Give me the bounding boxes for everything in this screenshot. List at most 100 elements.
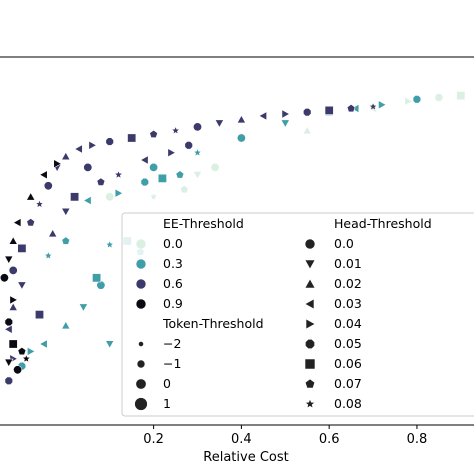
data-point — [12, 217, 22, 228]
legend-label-head: 0.03 — [334, 296, 362, 311]
data-point — [43, 181, 53, 191]
x-tick-label: 0.8 — [407, 432, 428, 447]
data-point — [4, 358, 14, 368]
data-point — [53, 158, 62, 169]
data-point — [149, 162, 159, 172]
x-tick-label: 0.4 — [231, 432, 252, 447]
data-point — [184, 141, 193, 150]
data-point — [4, 376, 13, 385]
data-point — [25, 191, 36, 201]
legend-marker-head — [304, 398, 316, 409]
legend-marker-ee — [135, 238, 147, 250]
legend-title-ee-threshold: EE-Threshold — [163, 216, 244, 231]
data-point — [113, 169, 124, 179]
legend-marker-head — [305, 318, 316, 330]
legend-title-head-threshold: Head-Threshold — [334, 216, 432, 231]
legend-marker-ee — [135, 278, 147, 290]
legend-label-head: 0.06 — [334, 356, 362, 371]
data-point — [456, 91, 466, 101]
data-point — [61, 320, 71, 330]
data-point — [27, 346, 36, 357]
data-point — [88, 140, 98, 151]
data-point — [167, 147, 177, 158]
data-point — [214, 119, 225, 129]
x-tick-label: 0.2 — [143, 432, 164, 447]
data-point — [61, 151, 71, 161]
legend-marker-ee — [135, 258, 147, 270]
data-point — [324, 105, 334, 115]
data-point — [74, 144, 83, 154]
legend-label-head: 0.05 — [334, 336, 362, 351]
data-point — [127, 133, 137, 143]
data-point — [114, 188, 124, 198]
data-point — [193, 122, 203, 132]
data-point — [92, 273, 102, 283]
data-point — [140, 177, 149, 187]
legend-marker-token — [138, 341, 144, 347]
data-point — [210, 162, 220, 172]
data-point — [236, 133, 246, 143]
data-point — [43, 250, 54, 260]
legend-label-token: 1 — [163, 396, 171, 411]
legend-marker-ee — [135, 298, 147, 310]
data-point — [4, 317, 13, 327]
x-axis-ticks: 0.2 0.4 0.6 0.8 — [143, 425, 427, 447]
data-point — [8, 265, 18, 275]
legend-marker-head — [304, 278, 316, 289]
data-point — [0, 273, 9, 283]
legend-label-head: 0.01 — [334, 256, 362, 271]
legend-marker-head — [304, 259, 316, 270]
legend-frame — [121, 212, 474, 417]
data-point — [258, 111, 267, 121]
data-point — [35, 310, 44, 320]
data-point — [96, 177, 106, 186]
data-point — [34, 199, 45, 209]
legend-label-ee: 0.3 — [163, 256, 183, 271]
legend-label-head: 0.08 — [334, 396, 362, 411]
data-point — [61, 207, 71, 217]
data-point — [9, 295, 19, 305]
data-point — [179, 184, 189, 194]
data-point — [192, 171, 203, 180]
data-point — [148, 191, 159, 201]
legend-marker-head — [305, 339, 315, 349]
data-point — [157, 173, 167, 183]
data-point — [378, 100, 387, 110]
legend-marker-token — [135, 378, 147, 390]
legend-label-ee: 0.0 — [163, 236, 183, 251]
data-point — [83, 162, 93, 172]
x-axis-label: Relative Cost — [203, 450, 288, 465]
data-point — [39, 339, 48, 349]
data-point — [104, 340, 115, 349]
data-point — [302, 125, 312, 135]
legend-marker-head — [304, 238, 316, 250]
data-point — [13, 365, 23, 375]
data-point — [17, 281, 27, 291]
legend-title-token-threshold: Token-Threshold — [162, 316, 264, 331]
legend-label-head: 0.02 — [334, 276, 362, 291]
legend-label-token: −2 — [163, 336, 181, 351]
data-point — [8, 339, 18, 349]
data-point — [280, 119, 291, 129]
x-tick-label: 0.6 — [319, 432, 340, 447]
data-point — [8, 236, 18, 245]
data-point — [47, 228, 58, 238]
data-point — [303, 108, 312, 117]
data-point — [236, 114, 247, 124]
data-point — [70, 192, 80, 202]
legend-marker-token — [136, 359, 146, 369]
data-point — [350, 103, 360, 114]
legend-label-ee: 0.6 — [163, 276, 183, 291]
data-point — [346, 103, 356, 113]
legend-label-head: 0.0 — [334, 236, 354, 251]
data-point — [104, 239, 115, 249]
legend-label-head: 0.04 — [334, 316, 362, 331]
data-point — [149, 129, 158, 139]
legend-marker-token — [134, 397, 148, 411]
legend-label-token: −1 — [163, 356, 181, 371]
data-point — [175, 170, 185, 179]
data-point — [192, 147, 203, 157]
data-point — [170, 125, 181, 135]
data-point — [8, 302, 18, 311]
